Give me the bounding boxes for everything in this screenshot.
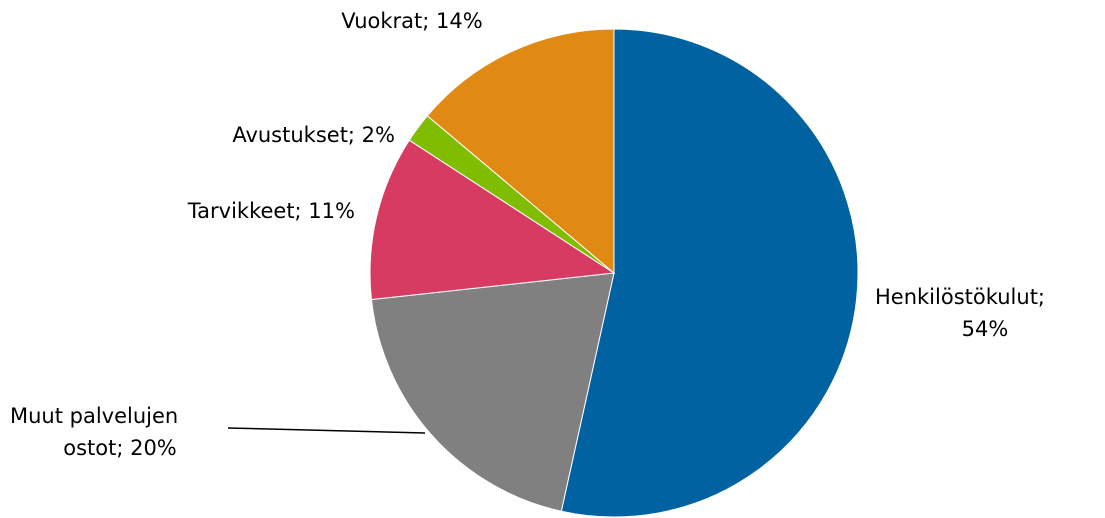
pie-slice [426,28,615,275]
data-label: Tarvikkeet; 11% [187,199,355,223]
pie-slice [560,28,859,518]
label-line: 54% [962,317,1009,341]
data-label: Henkilöstökulut; 54% [875,285,1045,341]
data-label: Vuokrat; 14% [341,9,482,33]
label-line: Henkilöstökulut; [875,285,1045,309]
label-line: ostot; 20% [63,436,177,460]
label-line: Muut palvelujen [10,404,178,428]
data-label: Muut palvelujen ostot; 20% [10,404,178,460]
pie-slice [369,139,616,301]
pie-slice [370,272,615,512]
data-label: Avustukset; 2% [232,123,395,147]
leader-line [227,427,426,434]
